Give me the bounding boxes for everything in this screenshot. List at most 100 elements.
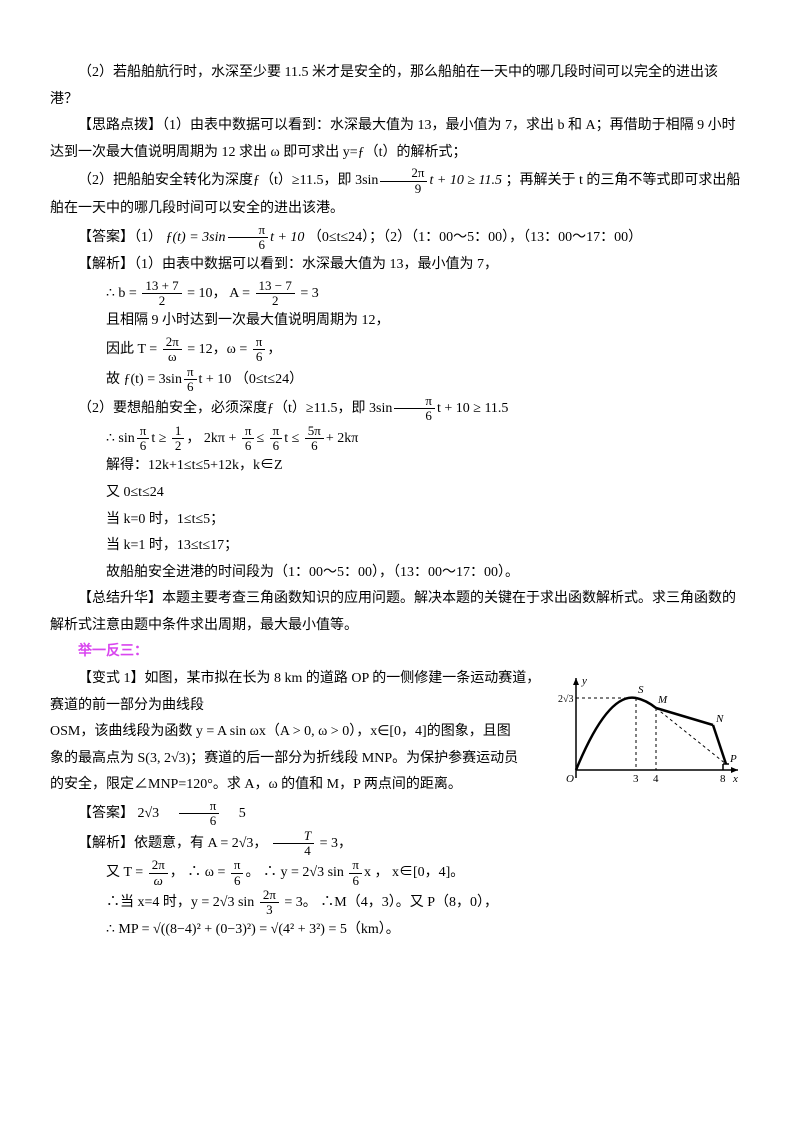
- frac-den: 6: [270, 439, 283, 453]
- solution-9: 又 0≤t≤24: [50, 480, 743, 507]
- v1-sol-1: 又 T = 2πω， ∴ ω = π6。 ∴ y = 2√3 sin π6x ，…: [50, 858, 743, 888]
- v1-sol0-post: = 3，: [316, 836, 352, 851]
- hint-2-pre: （2）把船舶安全转化为深度ƒ（t）≥11.5，即: [78, 173, 355, 188]
- sol5-pre: 故 ƒ(t) = 3sin: [106, 372, 182, 387]
- frac-den: 6: [349, 874, 362, 888]
- sol6-pre: （2）要想船舶安全，必须深度ƒ（t）≥11.5，即 3sin: [78, 401, 392, 416]
- question-2: （2）若船舶航行时，水深至少要 11.5 米才是安全的，那么船舶在一天中的哪几段…: [50, 60, 743, 113]
- label-4: 4: [653, 773, 659, 785]
- hint-2-eq-r: t + 10 ≥ 11.5: [429, 173, 501, 188]
- frac-num: π: [228, 223, 269, 238]
- frac-den: 3: [260, 903, 279, 917]
- v1-sol1-mid2: 。 ∴ y = 2√3 sin: [245, 865, 343, 880]
- hint-para-2: （2）把船舶安全转化为深度ƒ（t）≥11.5，即 3sin2π9t + 10 ≥…: [50, 166, 743, 222]
- ans1-eq-l: ƒ(t) = 3sin: [166, 230, 226, 245]
- v1-ans-frac: π6: [179, 799, 220, 829]
- sol7-mid3: ≤: [256, 431, 264, 446]
- sol5-f: π6: [184, 365, 197, 395]
- v1-answer: 【答案】 2√3 π6 5: [50, 799, 743, 829]
- solution-2: ∴ b = 13 + 72 = 10， A = 13 − 72 = 3: [50, 279, 743, 309]
- frac-num: π: [349, 858, 362, 873]
- solution-label: 【解析】: [78, 257, 134, 272]
- answer-para: 【答案】（1） ƒ(t) = 3sinπ6t + 10 （0≤t≤24）；（2）…: [50, 223, 743, 253]
- frac-den: 4: [273, 844, 314, 858]
- frac-num: π: [270, 424, 283, 439]
- sol7-mid1: t ≥: [151, 431, 166, 446]
- v1-sol-3: ∴ MP = √((8−4)² + (0−3)²) = √(4² + 3²) =…: [50, 917, 743, 944]
- hint-2-frac: 2π9: [380, 166, 427, 196]
- v1-sol-label: 【解析】: [78, 836, 134, 851]
- ans1-range: （0≤t≤24）；（2）（1：00～5：00），（13：00～17：00）: [308, 230, 642, 245]
- label-x: x: [732, 773, 738, 785]
- v1-sol1-f3: π6: [349, 858, 362, 888]
- sol7-f3: π6: [242, 424, 255, 454]
- v1-sol1-pre: 又 T =: [106, 865, 143, 880]
- frac-num: 2π: [260, 888, 279, 903]
- summary-label: 【总结升华】: [78, 591, 162, 606]
- frac-num: π: [242, 424, 255, 439]
- frac-den: 9: [380, 182, 427, 196]
- frac-den: 2: [172, 439, 185, 453]
- frac-num: π: [184, 365, 197, 380]
- sol4-f2: π6: [253, 335, 266, 365]
- frac-den: 6: [305, 439, 324, 453]
- solution-3: 且相隔 9 小时达到一次最大值说明周期为 12，: [50, 308, 743, 335]
- sol6-post: t + 10 ≥ 11.5: [437, 401, 508, 416]
- sol7-f2: 12: [172, 424, 185, 454]
- sol7-mid2: ， 2kπ +: [186, 431, 236, 446]
- v1-sol-0: 【解析】依题意，有 A = 2√3， T4 = 3，: [50, 829, 743, 859]
- frac-den: 6: [179, 814, 220, 828]
- label-s: S: [638, 684, 644, 696]
- sol7-f1: π6: [137, 424, 150, 454]
- y-arrow-icon: [573, 678, 579, 685]
- frac-den: ω: [163, 350, 182, 364]
- frac-num: 2π: [149, 858, 168, 873]
- solution-8: 解得：12k+1≤t≤5+12k，k∈Z: [50, 453, 743, 480]
- solution-11: 当 k=1 时，13≤t≤17；: [50, 533, 743, 560]
- frac-num: T: [273, 829, 314, 844]
- v1-sol2-f: 2π3: [260, 888, 279, 918]
- hint-2-eq-l: 3sin: [355, 173, 378, 188]
- sol1: （1）由表中数据可以看到：水深最大值为 13，最小值为 7，: [134, 257, 498, 272]
- label-m: M: [657, 694, 668, 706]
- sol4-mid: = 12，ω =: [187, 342, 247, 357]
- solution-7: ∴ sinπ6t ≥ 12， 2kπ + π6≤ π6t ≤ 5π6+ 2kπ: [50, 424, 743, 454]
- graph-svg: O 3 4 8 2√3 S M N P x y: [558, 670, 743, 790]
- v1-sol1-f2: π6: [231, 858, 244, 888]
- sol2-f1: 13 + 72: [142, 279, 181, 309]
- frac-num: π: [231, 858, 244, 873]
- solution-6: （2）要想船舶安全，必须深度ƒ（t）≥11.5，即 3sinπ6t + 10 ≥…: [50, 394, 743, 424]
- v1-label: 【变式 1】: [78, 671, 145, 686]
- frac-den: ω: [149, 874, 168, 888]
- sol2-f2: 13 − 72: [256, 279, 295, 309]
- ans1-eq-r: t + 10: [270, 230, 304, 245]
- v1-sol2-pre: ∴当 x=4 时，y = 2√3 sin: [106, 895, 254, 910]
- label-3: 3: [633, 773, 639, 785]
- sol7-mid4: t ≤: [284, 431, 299, 446]
- frac-num: π: [137, 424, 150, 439]
- sol6-f: π6: [394, 394, 435, 424]
- frac-num: π: [179, 799, 220, 814]
- frac-num: 5π: [305, 424, 324, 439]
- v1-sol1-post: x ， x∈[0，4]。: [364, 865, 464, 880]
- summary-para: 【总结升华】本题主要考查三角函数知识的应用问题。解决本题的关键在于求出函数解析式…: [50, 586, 743, 639]
- curve-sm: [636, 698, 656, 708]
- v1-sol1-f1: 2πω: [149, 858, 168, 888]
- sol4-post: ，: [267, 342, 281, 357]
- solution-10: 当 k=0 时，1≤t≤5；: [50, 507, 743, 534]
- frac-den: 2: [142, 294, 181, 308]
- sol2-pre: ∴ b =: [106, 286, 137, 301]
- v1-sol0: 依题意，有 A = 2√3，: [134, 836, 267, 851]
- label-8: 8: [720, 773, 726, 785]
- hint-para-1: 【思路点拨】（1）由表中数据可以看到：水深最大值为 13，最小值为 7，求出 b…: [50, 113, 743, 166]
- frac-num: 1: [172, 424, 185, 439]
- frac-num: π: [394, 394, 435, 409]
- label-2r3: 2√3: [558, 694, 574, 705]
- curve-os: [576, 698, 636, 770]
- label-p: P: [729, 753, 737, 765]
- sol7-f5: 5π6: [305, 424, 324, 454]
- sol2-mid1: = 10， A =: [187, 286, 250, 301]
- sol5-post: t + 10 （0≤t≤24）: [199, 372, 304, 387]
- sol7-post: + 2kπ: [326, 431, 358, 446]
- v1-ans-a: 2√3: [138, 806, 160, 821]
